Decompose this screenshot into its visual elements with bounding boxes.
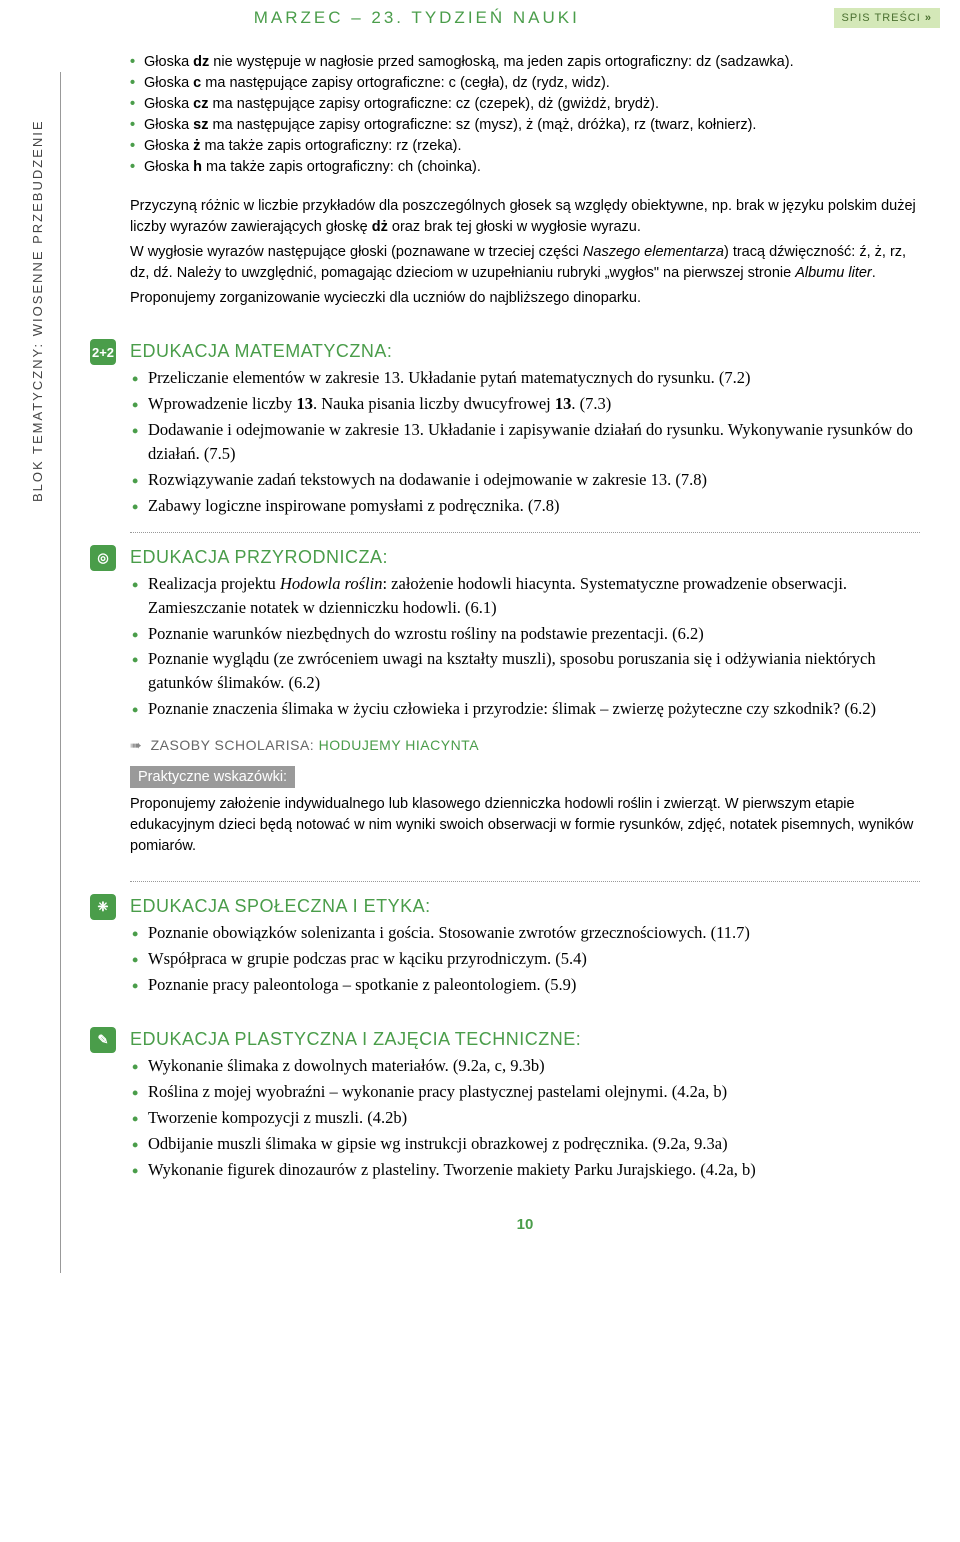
intro-bullet: Głoska h ma także zapis ortograficzny: c… (130, 157, 920, 178)
list-item: Realizacja projektu Hodowla roślin: zało… (130, 572, 920, 620)
section-math-list: Przeliczanie elementów w zakresie 13. Uk… (130, 366, 920, 518)
intro-bullet: Głoska c ma następujące zapisy ortografi… (130, 73, 920, 94)
intro-bullet: Głoska cz ma następujące zapisy ortograf… (130, 94, 920, 115)
math-icon: 2+2 (90, 339, 116, 365)
social-icon: ❈ (90, 894, 116, 920)
section-nature-title: EDUKACJA PRZYRODNICZA: (130, 547, 920, 568)
section-social-list: Poznanie obowiązków solenizanta i gościa… (130, 921, 920, 997)
section-math: 2+2 EDUKACJA MATEMATYCZNA: Przeliczanie … (130, 341, 920, 533)
resource-prefix: ZASOBY SCHOLARISA: (151, 737, 315, 753)
list-item: Poznanie znaczenia ślimaka w życiu człow… (130, 697, 920, 721)
list-item: Zabawy logiczne inspirowane pomysłami z … (130, 494, 920, 518)
resource-link[interactable]: HODUJEMY HIACYNTA (319, 737, 479, 753)
header-title: MARZEC – 23. TYDZIEŃ NAUKI (0, 8, 834, 28)
list-item: Przeliczanie elementów w zakresie 13. Uk… (130, 366, 920, 390)
list-item: Poznanie warunków niezbędnych do wzrostu… (130, 622, 920, 646)
list-item: Poznanie pracy paleontologa – spotkanie … (130, 973, 920, 997)
divider (130, 881, 920, 882)
list-item: Poznanie obowiązków solenizanta i gościa… (130, 921, 920, 945)
section-math-title: EDUKACJA MATEMATYCZNA: (130, 341, 920, 362)
side-theme-label: BLOK TEMATYCZNY: WIOSENNE PRZEBUDZENIE (30, 119, 45, 502)
list-item: Wykonanie figurek dinozaurów z plastelin… (130, 1158, 920, 1182)
intro-paragraph: W wygłosie wyrazów następujące głoski (p… (130, 242, 920, 284)
list-item: Roślina z mojej wyobraźni – wykonanie pr… (130, 1080, 920, 1104)
toc-label: SPIS TREŚCI (842, 12, 921, 24)
list-item: Rozwiązywanie zadań tekstowych na dodawa… (130, 468, 920, 492)
toc-link[interactable]: SPIS TREŚCI » (834, 8, 940, 28)
intro-bullet: Głoska sz ma następujące zapisy ortograf… (130, 115, 920, 136)
list-item: Wykonanie ślimaka z dowolnych materiałów… (130, 1054, 920, 1078)
list-item: Dodawanie i odejmowanie w zakresie 13. U… (130, 418, 920, 466)
page-header: MARZEC – 23. TYDZIEŃ NAUKI SPIS TREŚCI » (0, 0, 960, 32)
arrow-right-icon: ➠ (130, 737, 142, 753)
nature-icon: ◎ (90, 545, 116, 571)
tips-text: Proponujemy założenie indywidualnego lub… (130, 794, 920, 857)
section-art-title: EDUKACJA PLASTYCZNA I ZAJĘCIA TECHNICZNE… (130, 1029, 920, 1050)
divider (130, 532, 920, 533)
page-number: 10 (130, 1216, 920, 1233)
intro-bullet-list: Głoska dz nie występuje w nagłosie przed… (130, 52, 920, 178)
section-social-title: EDUKACJA SPOŁECZNA I ETYKA: (130, 896, 920, 917)
list-item: Współpraca w grupie podczas prac w kącik… (130, 947, 920, 971)
section-nature: ◎ EDUKACJA PRZYRODNICZA: Realizacja proj… (130, 547, 920, 883)
tips-badge: Praktyczne wskazówki: (130, 766, 295, 788)
section-nature-list: Realizacja projektu Hodowla roślin: zało… (130, 572, 920, 722)
toc-arrow-icon: » (925, 12, 932, 24)
intro-bullet: Głoska dz nie występuje w nagłosie przed… (130, 52, 920, 73)
intro-block: Głoska dz nie występuje w nagłosie przed… (130, 52, 920, 309)
section-art: ✎ EDUKACJA PLASTYCZNA I ZAJĘCIA TECHNICZ… (130, 1029, 920, 1182)
intro-paragraph: Przyczyną różnic w liczbie przykładów dl… (130, 196, 920, 238)
intro-paragraph: Proponujemy zorganizowanie wycieczki dla… (130, 288, 920, 309)
intro-bullet: Głoska ż ma także zapis ortograficzny: r… (130, 136, 920, 157)
list-item: Odbijanie muszli ślimaka w gipsie wg ins… (130, 1132, 920, 1156)
side-rule (60, 72, 61, 1273)
list-item: Tworzenie kompozycji z muszli. (4.2b) (130, 1106, 920, 1130)
page-body: BLOK TEMATYCZNY: WIOSENNE PRZEBUDZENIE G… (0, 32, 960, 1273)
list-item: Poznanie wyglądu (ze zwróceniem uwagi na… (130, 647, 920, 695)
list-item: Wprowadzenie liczby 13. Nauka pisania li… (130, 392, 920, 416)
art-icon: ✎ (90, 1027, 116, 1053)
section-social: ❈ EDUKACJA SPOŁECZNA I ETYKA: Poznanie o… (130, 896, 920, 997)
resource-line: ➠ ZASOBY SCHOLARISA: HODUJEMY HIACYNTA (130, 737, 920, 754)
section-art-list: Wykonanie ślimaka z dowolnych materiałów… (130, 1054, 920, 1182)
